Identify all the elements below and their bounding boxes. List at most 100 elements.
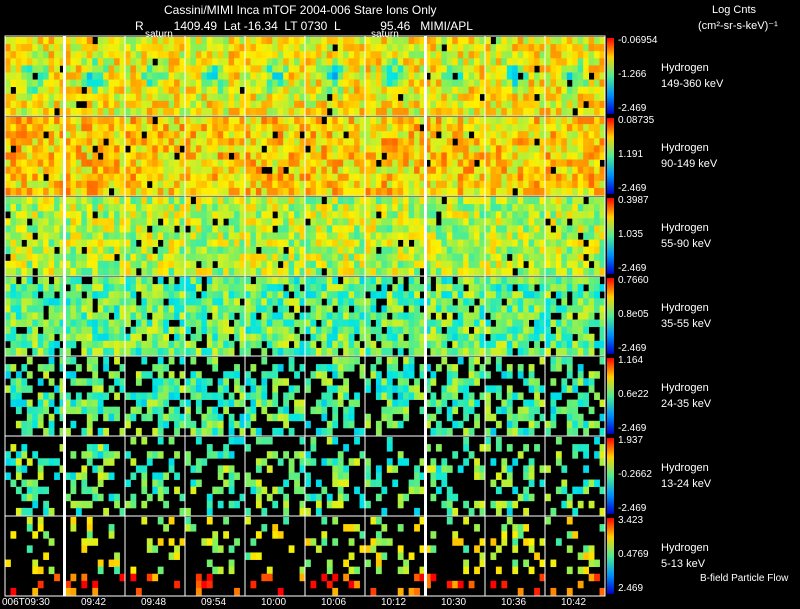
pixel bbox=[310, 277, 317, 285]
pixel bbox=[108, 246, 115, 255]
pixel bbox=[577, 284, 584, 292]
pixel bbox=[517, 79, 524, 88]
pixel bbox=[321, 138, 328, 146]
pixel bbox=[190, 277, 197, 285]
pixel bbox=[75, 319, 82, 328]
pixel bbox=[550, 180, 557, 189]
pixel bbox=[545, 124, 551, 132]
pixel bbox=[539, 232, 546, 240]
pixel bbox=[315, 326, 322, 335]
pixel bbox=[135, 277, 142, 285]
pixel bbox=[441, 79, 448, 88]
pixel bbox=[577, 180, 584, 189]
pixel bbox=[534, 117, 540, 125]
pixel bbox=[141, 180, 148, 189]
pixel bbox=[315, 305, 322, 313]
pixel bbox=[75, 239, 82, 248]
pixel bbox=[354, 239, 360, 248]
pixel bbox=[185, 37, 191, 45]
pixel bbox=[528, 117, 535, 125]
pixel bbox=[452, 145, 459, 153]
pixel bbox=[392, 107, 399, 116]
pixel bbox=[294, 239, 300, 248]
pixel bbox=[435, 267, 442, 276]
pixel bbox=[588, 197, 595, 205]
pixel bbox=[130, 284, 137, 292]
pixel bbox=[555, 58, 562, 66]
pixel bbox=[119, 93, 126, 102]
pixel bbox=[48, 100, 55, 109]
pixel bbox=[185, 44, 191, 52]
pixel bbox=[283, 197, 290, 205]
pixel bbox=[468, 117, 475, 125]
pixel bbox=[495, 312, 502, 320]
pixel bbox=[534, 298, 540, 306]
pixel bbox=[97, 232, 104, 240]
pixel bbox=[239, 152, 246, 160]
pixel bbox=[195, 427, 202, 436]
pixel bbox=[86, 138, 93, 146]
pixel bbox=[446, 152, 453, 160]
pixel bbox=[501, 131, 508, 139]
pixel bbox=[10, 378, 17, 386]
pixel bbox=[365, 319, 371, 328]
pixel bbox=[512, 44, 519, 52]
pixel bbox=[588, 291, 595, 299]
pixel bbox=[239, 44, 246, 52]
pixel bbox=[408, 347, 415, 356]
pixel bbox=[348, 107, 355, 116]
pixel bbox=[588, 145, 595, 153]
pixel bbox=[272, 413, 279, 422]
pixel bbox=[365, 260, 371, 269]
pixel bbox=[86, 239, 93, 248]
pixel bbox=[174, 392, 180, 400]
pixel bbox=[195, 378, 202, 386]
pixel bbox=[381, 37, 388, 45]
pixel bbox=[583, 180, 590, 189]
pixel bbox=[114, 312, 120, 320]
pixel bbox=[566, 305, 573, 313]
pixel bbox=[403, 138, 410, 146]
pixel bbox=[425, 260, 431, 269]
pixel bbox=[310, 371, 317, 379]
pixel bbox=[21, 159, 28, 168]
pixel bbox=[583, 138, 590, 146]
pixel bbox=[15, 100, 22, 109]
pixel bbox=[201, 413, 208, 422]
pixel bbox=[103, 152, 110, 160]
pixel bbox=[457, 291, 464, 299]
pixel bbox=[277, 319, 284, 328]
pixel bbox=[10, 44, 17, 52]
pixel bbox=[152, 145, 159, 153]
pixel bbox=[32, 58, 39, 66]
pixel bbox=[343, 267, 350, 276]
pixel bbox=[86, 211, 93, 219]
pixel bbox=[37, 86, 44, 95]
pixel bbox=[545, 340, 551, 349]
pixel bbox=[195, 152, 202, 160]
pixel bbox=[86, 267, 93, 276]
pixel bbox=[599, 138, 606, 146]
pixel bbox=[119, 100, 126, 109]
pixel bbox=[326, 392, 333, 400]
pixel bbox=[397, 197, 404, 205]
pixel bbox=[141, 291, 148, 299]
pixel bbox=[332, 131, 339, 139]
pixel bbox=[174, 145, 180, 153]
pixel bbox=[539, 239, 546, 248]
pixel bbox=[10, 253, 17, 262]
pixel bbox=[425, 107, 431, 116]
pixel bbox=[185, 51, 191, 59]
pixel bbox=[97, 159, 104, 168]
pixel bbox=[255, 232, 262, 240]
pixel bbox=[157, 58, 164, 66]
pixel bbox=[37, 399, 44, 408]
pixel bbox=[217, 204, 224, 212]
pixel bbox=[26, 399, 33, 408]
pixel bbox=[223, 159, 230, 168]
pixel bbox=[266, 225, 273, 233]
pixel bbox=[212, 180, 219, 189]
pixel bbox=[201, 131, 208, 139]
pixel bbox=[92, 159, 99, 168]
pixel bbox=[517, 159, 524, 168]
